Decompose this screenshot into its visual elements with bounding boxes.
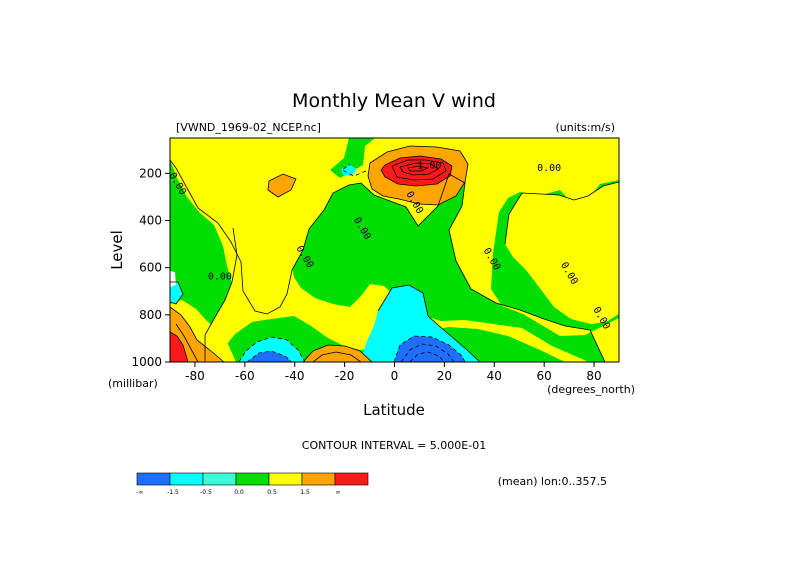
contour-line <box>367 145 469 206</box>
dataset-label: [VWND_1969-02_NCEP.nc] <box>176 121 321 134</box>
contour-line <box>170 159 606 362</box>
contour-line <box>170 281 184 305</box>
x-tick-label: -60 <box>235 369 255 383</box>
contour-line <box>393 335 466 362</box>
blue-lower-center <box>394 336 465 362</box>
contour-line <box>312 351 362 362</box>
contour-line <box>391 159 447 181</box>
contour-value-label: 1.00 <box>417 161 441 172</box>
yellow-central-tongue <box>205 174 589 362</box>
chart-title: Monthly Mean V wind <box>292 90 496 112</box>
colorbar: -∞ -1.5 -0.5 0.0 0.5 1.5 ∞ <box>136 472 369 496</box>
y-units-label: (millibar) <box>108 377 158 390</box>
x-tick-label: 80 <box>586 369 601 383</box>
contour-line <box>204 227 238 362</box>
y-axis-label: Level <box>108 230 126 270</box>
colorbar-label: -1.5 <box>167 489 179 496</box>
colorbar-label: 0.5 <box>267 489 277 496</box>
plot-area: 0.000.000.000.001.000.000.000.000.000.00… <box>131 137 620 383</box>
contour-value-label: 0.00 <box>208 271 232 282</box>
yellow-right-column <box>505 182 619 324</box>
colorbar-label: 1.5 <box>300 489 310 496</box>
y-tick-label: 200 <box>139 166 162 180</box>
x-tick-label: -80 <box>185 369 205 383</box>
x-tick-label: 20 <box>437 369 452 383</box>
contour-line <box>175 323 199 362</box>
contour-value-label: 0.00 <box>537 163 561 174</box>
orange-small-left <box>268 174 296 197</box>
contour-line <box>246 350 293 362</box>
contour-line-layer <box>170 145 619 362</box>
contour-line <box>377 284 481 362</box>
y-tick-label: 800 <box>139 308 162 322</box>
contour-line <box>170 306 225 362</box>
blue-lower-left <box>247 351 292 362</box>
colorbar-swatch <box>136 472 171 486</box>
contour-line <box>170 331 189 362</box>
contour-line <box>267 173 297 198</box>
white-left-gap <box>170 271 176 287</box>
axes-layer: -80 -60 -40 -20 0 20 40 60 80 200 400 600 800 1000 <box>131 166 601 383</box>
contour-interval-text: CONTOUR INTERVAL = 5.000E-01 <box>302 439 486 452</box>
y-tick-label: 400 <box>139 214 162 228</box>
colorbar-swatch <box>169 472 204 486</box>
colorbar-label: -∞ <box>136 489 143 496</box>
contour-line <box>341 163 367 177</box>
contour-line <box>399 162 439 176</box>
x-tick-label: 60 <box>537 369 552 383</box>
contour-line <box>504 181 619 245</box>
contour-line <box>407 165 430 172</box>
x-units-label: (degrees_north) <box>547 383 635 396</box>
red-left-edge <box>170 332 188 362</box>
x-tick-label: 0 <box>391 369 399 383</box>
y-tick-label: 1000 <box>131 355 162 369</box>
colorbar-swatch <box>202 472 237 486</box>
colorbar-swatch <box>301 472 336 486</box>
contour-line <box>400 343 455 362</box>
colorbar-label: 0.0 <box>234 489 244 496</box>
y-tick-label: 600 <box>139 261 162 275</box>
colorbar-swatch <box>334 472 369 486</box>
mean-longitude-text: (mean) lon:0..357.5 <box>498 475 607 488</box>
contour-line <box>380 155 453 187</box>
units-label: (units:m/s) <box>556 121 616 134</box>
x-tick-label: -20 <box>335 369 355 383</box>
colorbar-swatch <box>268 472 303 486</box>
colorbar-swatch <box>235 472 270 486</box>
contour-line <box>409 351 445 362</box>
contour-line <box>302 344 373 362</box>
x-tick-label: -40 <box>285 369 305 383</box>
x-axis-label: Latitude <box>363 401 425 419</box>
x-tick-label: 40 <box>487 369 502 383</box>
cyan-lower-center <box>360 285 480 362</box>
colorbar-label: ∞ <box>336 489 341 496</box>
yellow-left-column <box>170 138 296 312</box>
colorbar-label: -0.5 <box>200 489 212 496</box>
contour-line <box>238 336 306 362</box>
